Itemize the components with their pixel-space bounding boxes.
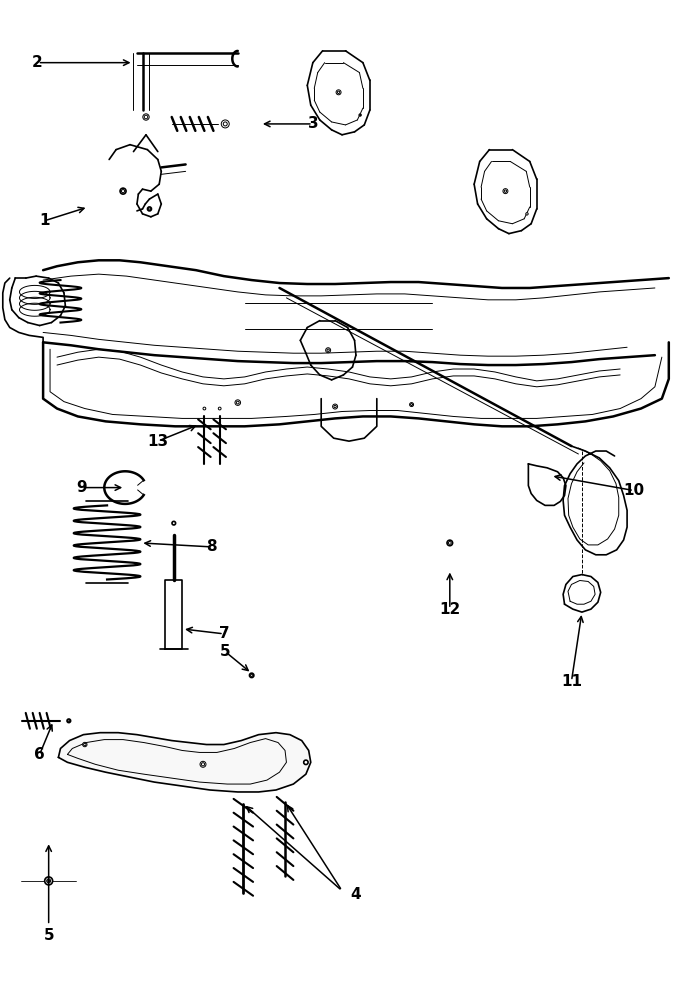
Circle shape	[120, 188, 126, 194]
Text: 2: 2	[32, 55, 43, 70]
Text: 5: 5	[220, 644, 230, 659]
Polygon shape	[59, 732, 311, 792]
Circle shape	[326, 348, 331, 353]
Circle shape	[526, 213, 528, 215]
Text: 5: 5	[43, 928, 54, 942]
Circle shape	[503, 188, 508, 193]
Circle shape	[359, 114, 362, 116]
Text: 11: 11	[561, 674, 582, 689]
Circle shape	[45, 877, 52, 885]
Text: 13: 13	[147, 434, 168, 449]
Circle shape	[410, 402, 413, 406]
Circle shape	[447, 540, 452, 546]
Text: 6: 6	[34, 747, 45, 762]
Circle shape	[249, 673, 254, 678]
Text: 7: 7	[218, 626, 229, 641]
Circle shape	[221, 120, 229, 128]
Text: 8: 8	[206, 539, 216, 554]
Circle shape	[235, 399, 241, 405]
Circle shape	[172, 521, 176, 525]
Circle shape	[218, 407, 221, 410]
Circle shape	[67, 719, 70, 722]
Text: 9: 9	[76, 480, 87, 496]
Circle shape	[82, 742, 87, 747]
Circle shape	[147, 207, 151, 211]
Circle shape	[203, 407, 206, 410]
Circle shape	[304, 760, 308, 764]
Text: 4: 4	[350, 887, 362, 902]
Circle shape	[333, 404, 338, 409]
Circle shape	[200, 761, 206, 767]
Text: 1: 1	[39, 213, 50, 228]
Circle shape	[47, 879, 51, 883]
Circle shape	[336, 90, 341, 95]
Text: 3: 3	[308, 116, 318, 132]
Text: 10: 10	[623, 483, 645, 498]
Text: 12: 12	[439, 602, 461, 616]
